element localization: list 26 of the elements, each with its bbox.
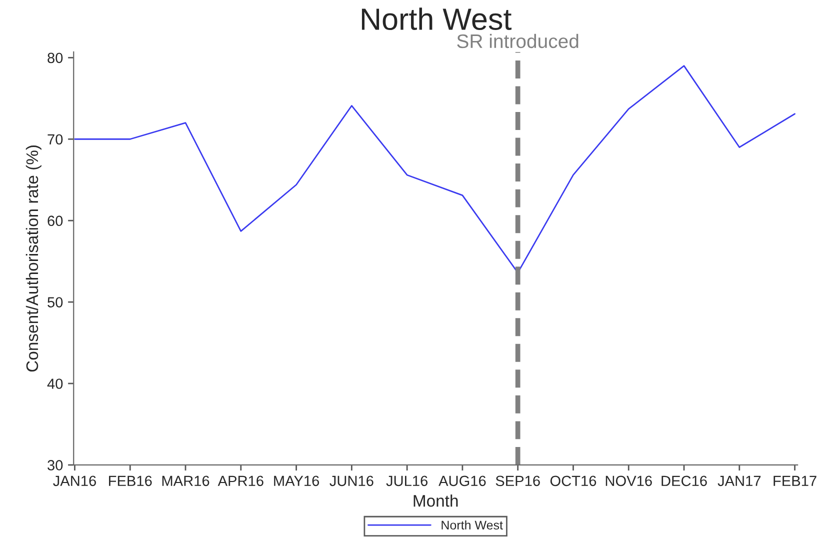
line-series [74,65,796,274]
x-axis-title: Month [414,494,458,507]
y-axis-title: Consent/Authorisation rate (%) [26,146,42,372]
y-tick-label: 70 [48,134,63,145]
y-tick-label: 80 [48,52,63,64]
ref-line-label: SR introduced [457,34,578,48]
x-tick-label: OCT16 [550,476,596,486]
x-tick-label: FEB17 [774,476,816,486]
chart-title: North West [362,8,512,30]
legend-label: North West [442,520,503,530]
y-tick-label: 40 [47,378,63,389]
x-tick-label: JUL16 [386,476,428,486]
x-tick-label: AUG16 [438,476,486,486]
y-tick-label: 30 [48,460,63,470]
x-tick-label: NOV16 [606,476,652,486]
x-tick-label: DEC16 [662,476,707,486]
y-tick-label: 60 [48,216,63,226]
x-tick-label: MAR16 [162,476,210,486]
x-tick-label: MAY16 [274,476,320,486]
y-tick-label: 50 [48,297,63,308]
x-tick-label: FEB16 [109,476,152,486]
x-tick-label: JAN16 [53,476,96,486]
x-tick-label: JUN16 [330,476,374,486]
x-tick-label: JAN17 [718,476,761,486]
x-tick-label: APR16 [218,476,264,486]
x-tick-label: SEP16 [496,476,540,486]
